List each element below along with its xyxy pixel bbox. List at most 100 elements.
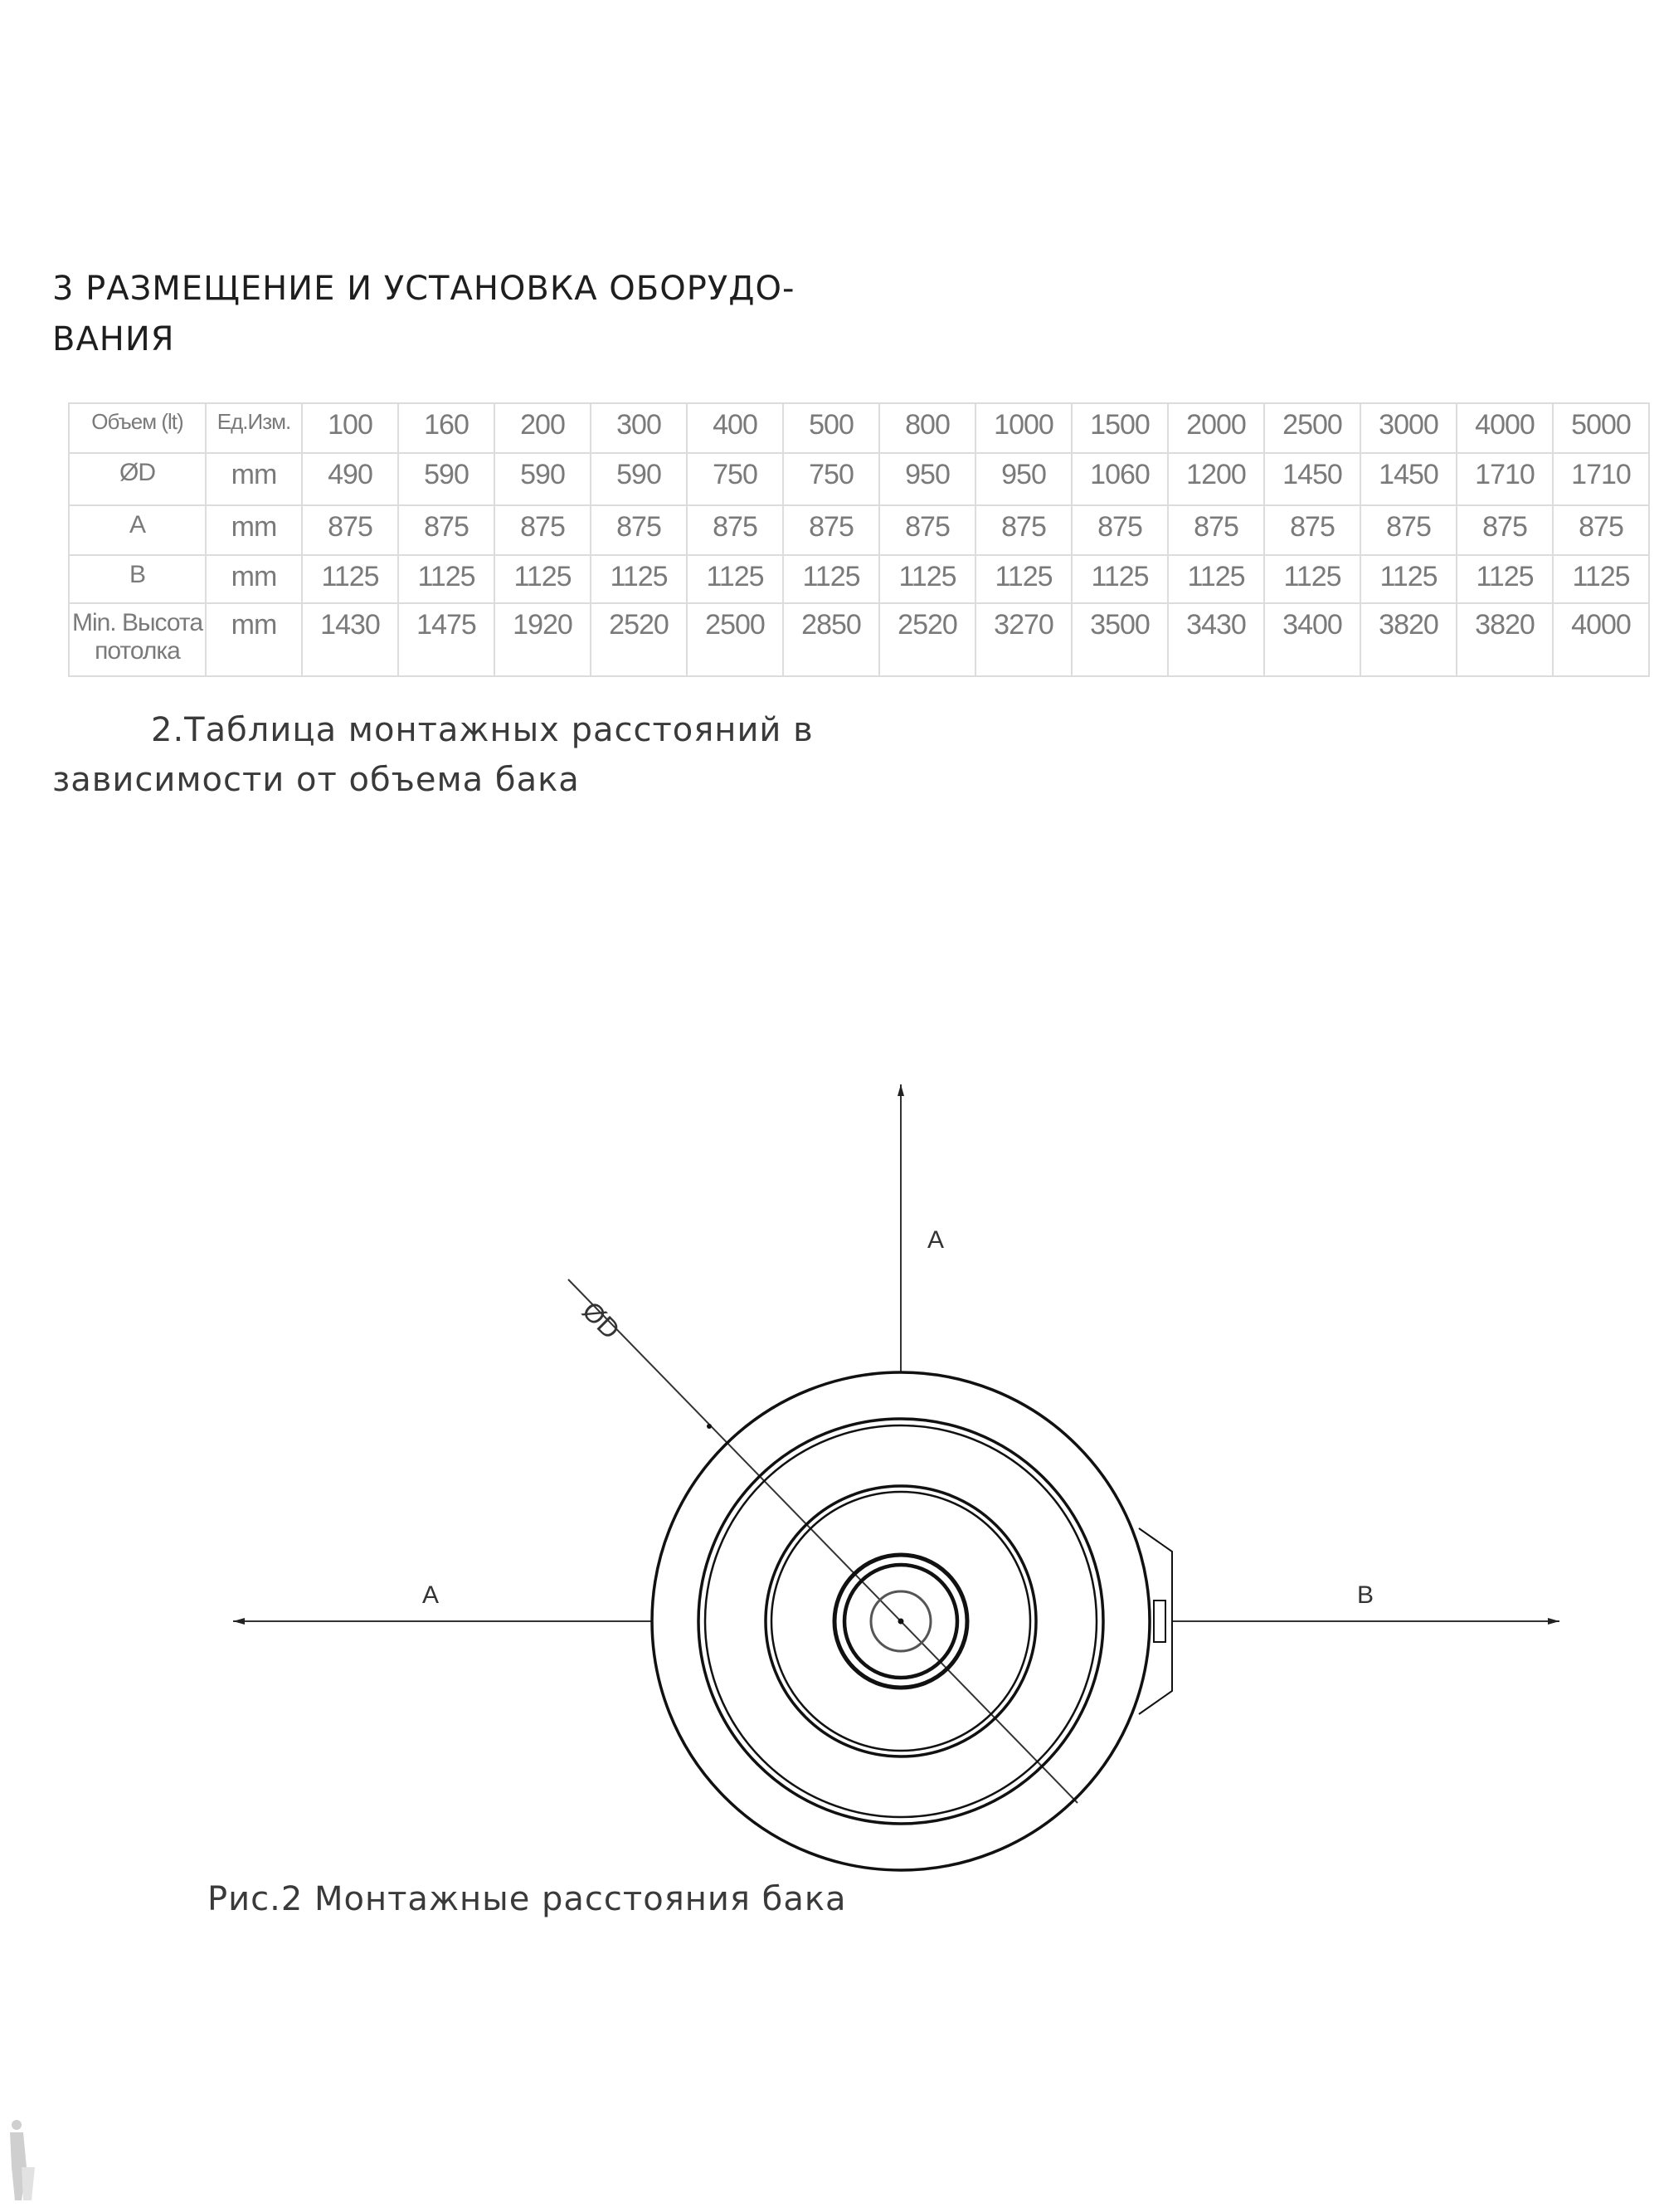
- tank-ring-4-inner: [842, 1562, 960, 1680]
- value-cell: 590: [397, 452, 495, 506]
- row-unit: mm: [205, 504, 303, 556]
- value-cell: 2500: [686, 602, 784, 677]
- tank-ring-2-outer: [697, 1417, 1105, 1825]
- value-cell: 1450: [1360, 452, 1457, 506]
- value-cell: 875: [975, 504, 1073, 556]
- row-unit: Ед.Изм.: [205, 402, 303, 454]
- value-cell: 4000: [1552, 602, 1650, 677]
- volume-cell: 5000: [1552, 402, 1650, 454]
- volume-cell: 3000: [1360, 402, 1457, 454]
- value-cell: 2520: [878, 602, 976, 677]
- value-cell: 1125: [878, 554, 976, 604]
- value-cell: 3820: [1456, 602, 1554, 677]
- label-a-top: A: [927, 1226, 944, 1254]
- value-cell: 1920: [494, 602, 591, 677]
- table-row: ØD mm 490 590 590 590 750 750 950 950 1060 1200 1450…: [68, 452, 1650, 506]
- row-label: Min. Высота потолка: [68, 602, 207, 677]
- table-caption-line2: зависимости от объема бака: [52, 761, 580, 799]
- side-connector: [1153, 1600, 1166, 1643]
- value-cell: 3820: [1360, 602, 1457, 677]
- side-flange: [1138, 1527, 1173, 1715]
- center-point: [898, 1618, 904, 1625]
- value-cell: 1125: [494, 554, 591, 604]
- table-caption-line1: 2.Таблица монтажных расстояний в: [151, 711, 814, 749]
- volume-cell: 200: [494, 402, 591, 454]
- section-heading-line2: ВАНИЯ: [52, 320, 175, 358]
- volume-cell: 2000: [1167, 402, 1265, 454]
- value-cell: 2850: [782, 602, 880, 677]
- value-cell: 875: [1071, 504, 1169, 556]
- row-unit: mm: [205, 602, 303, 677]
- table-header-row: Объем (lt) Ед.Изм. 100 160 200 300 400 500 800 10…: [68, 402, 1650, 454]
- value-cell: 1125: [397, 554, 495, 604]
- row-label: B: [68, 554, 207, 604]
- tank-ring-3-outer: [764, 1484, 1038, 1758]
- volume-cell: 1000: [975, 402, 1073, 454]
- value-cell: 875: [782, 504, 880, 556]
- row-label: Объем (lt): [68, 402, 207, 454]
- table-row: Min. Высота потолка mm 1430 1475 1920 2520 250…: [68, 602, 1650, 677]
- row-unit: mm: [205, 554, 303, 604]
- volume-cell: 100: [301, 402, 399, 454]
- figure-caption: Рис.2 Монтажные расстояния бака: [207, 1880, 847, 1918]
- value-cell: 3270: [975, 602, 1073, 677]
- label-b: B: [1357, 1581, 1374, 1609]
- tank-ring-4-outer: [832, 1552, 970, 1690]
- value-cell: 590: [590, 452, 688, 506]
- diameter-line: [567, 1279, 1078, 1804]
- volume-cell: 400: [686, 402, 784, 454]
- value-cell: 3500: [1071, 602, 1169, 677]
- value-cell: 875: [397, 504, 495, 556]
- section-heading: 3 РАЗМЕЩЕНИЕ И УСТАНОВКА ОБОРУДО- ВАНИЯ: [52, 264, 795, 365]
- volume-cell: 4000: [1456, 402, 1554, 454]
- value-cell: 875: [494, 504, 591, 556]
- value-cell: 1125: [1360, 554, 1457, 604]
- value-cell: 1125: [1456, 554, 1554, 604]
- value-cell: 875: [1360, 504, 1457, 556]
- value-cell: 950: [975, 452, 1073, 506]
- value-cell: 875: [1456, 504, 1554, 556]
- volume-cell: 800: [878, 402, 976, 454]
- volume-cell: 300: [590, 402, 688, 454]
- mounting-distances-table: Объем (lt) Ед.Изм. 100 160 200 300 400 500 800 10…: [68, 402, 1650, 677]
- value-cell: 875: [686, 504, 784, 556]
- diameter-tick: [707, 1424, 712, 1429]
- value-cell: 875: [1263, 504, 1361, 556]
- value-cell: 1125: [1263, 554, 1361, 604]
- value-cell: 875: [878, 504, 976, 556]
- value-cell: 1125: [1167, 554, 1265, 604]
- row-label: ØD: [68, 452, 207, 506]
- section-heading-line1: 3 РАЗМЕЩЕНИЕ И УСТАНОВКА ОБОРУДО-: [52, 270, 795, 308]
- value-cell: 950: [878, 452, 976, 506]
- value-cell: 1710: [1456, 452, 1554, 506]
- value-cell: 490: [301, 452, 399, 506]
- value-cell: 1125: [301, 554, 399, 604]
- value-cell: 3430: [1167, 602, 1265, 677]
- value-cell: 750: [782, 452, 880, 506]
- value-cell: 590: [494, 452, 591, 506]
- value-cell: 875: [301, 504, 399, 556]
- value-cell: 1125: [975, 554, 1073, 604]
- value-cell: 875: [1167, 504, 1265, 556]
- volume-cell: 1500: [1071, 402, 1169, 454]
- volume-cell: 160: [397, 402, 495, 454]
- row-unit: mm: [205, 452, 303, 506]
- row-label: A: [68, 504, 207, 556]
- value-cell: 1475: [397, 602, 495, 677]
- value-cell: 1125: [686, 554, 784, 604]
- value-cell: 1060: [1071, 452, 1169, 506]
- value-cell: 875: [1552, 504, 1650, 556]
- value-cell: 1125: [1071, 554, 1169, 604]
- table-caption: 2.Таблица монтажных расстояний в зависим…: [52, 705, 814, 805]
- label-diameter: ØD: [577, 1295, 625, 1344]
- value-cell: 1200: [1167, 452, 1265, 506]
- value-cell: 3400: [1263, 602, 1361, 677]
- tank-ring-3-inner: [770, 1490, 1032, 1752]
- volume-cell: 500: [782, 402, 880, 454]
- label-a-left: A: [422, 1581, 439, 1609]
- plumber-logo: [10, 2120, 35, 2200]
- value-cell: 875: [590, 504, 688, 556]
